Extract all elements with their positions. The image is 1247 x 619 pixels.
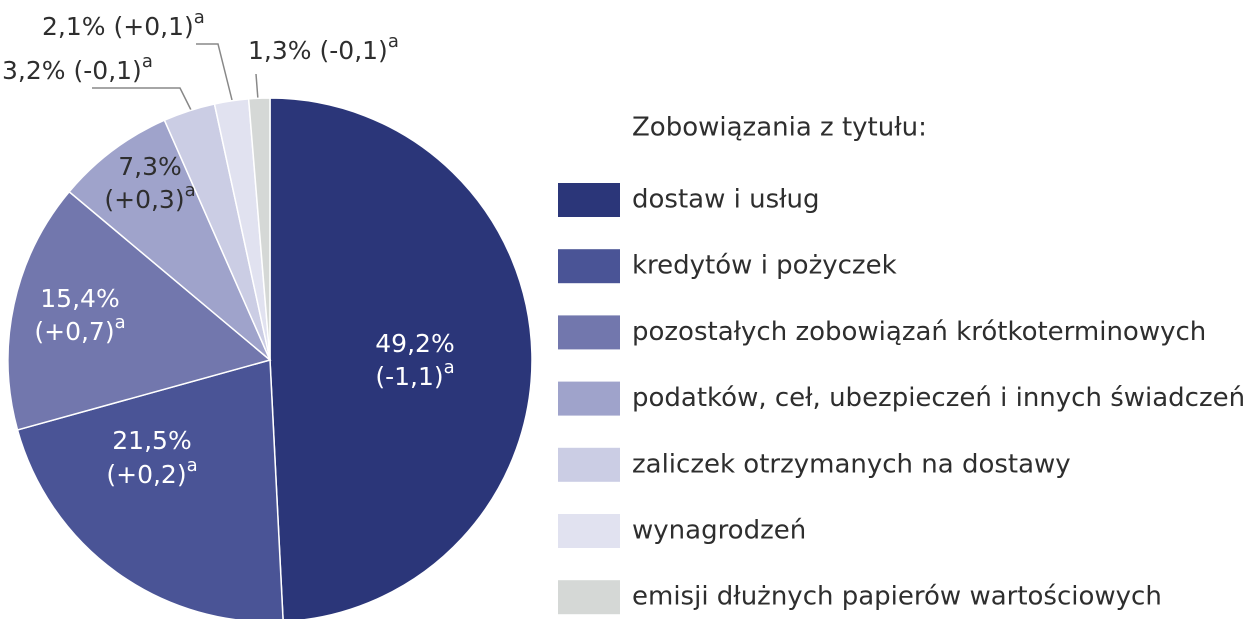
legend-label: kredytów i pożyczek — [632, 251, 897, 281]
data-label: (+0,2)a — [106, 455, 197, 489]
legend-swatch — [558, 183, 620, 217]
data-label: (+0,3)a — [104, 180, 195, 214]
change-label: (-0,1) — [320, 36, 388, 65]
note-marker: a — [142, 51, 153, 72]
data-label: 1,3% (-0,1)a — [248, 31, 399, 65]
leader-line — [196, 43, 233, 101]
change-label: (-1,1) — [375, 362, 443, 391]
data-label: 49,2% — [375, 329, 454, 358]
data-label: 3,2% (-0,1)a — [2, 51, 153, 85]
note-marker: a — [185, 180, 196, 201]
value-label: 3,2% — [2, 56, 66, 85]
legend-label: pozostałych zobowiązań krótkoterminowych — [632, 317, 1206, 347]
legend-title: Zobowiązania z tytułu: — [632, 113, 927, 143]
legend-swatch — [558, 514, 620, 548]
change-label: (-0,1) — [74, 56, 142, 85]
data-label: (-1,1)a — [375, 357, 454, 391]
legend-label: podatków, ceł, ubezpieczeń i innych świa… — [632, 383, 1245, 413]
data-label: 2,1% (+0,1)a — [42, 7, 205, 41]
legend-label: emisji dłużnych papierów wartościowych — [632, 582, 1162, 612]
value-label: 49,2% — [375, 329, 454, 358]
note-marker: a — [194, 7, 205, 28]
data-label: 15,4% — [40, 284, 119, 313]
legend-label: wynagrodzeń — [632, 516, 806, 546]
pie-slice — [247, 97, 271, 361]
value-label: 21,5% — [112, 426, 191, 455]
leader-line — [255, 73, 259, 101]
change-label: (+0,3) — [104, 185, 184, 214]
note-marker: a — [187, 455, 198, 476]
change-label: (+0,2) — [106, 460, 186, 489]
value-label: 7,3% — [118, 152, 182, 181]
data-label: 21,5% — [112, 426, 191, 455]
note-marker: a — [388, 31, 399, 52]
legend-swatch — [558, 580, 620, 615]
legend-swatch — [558, 381, 620, 416]
leader-line — [92, 87, 193, 113]
pie-slice — [7, 190, 272, 431]
value-label: 15,4% — [40, 284, 119, 313]
pie-slice — [68, 119, 271, 361]
leader-lines — [92, 43, 259, 113]
data-label: 7,3% — [118, 152, 182, 181]
pie-slice — [269, 97, 533, 619]
slices — [7, 97, 533, 619]
pie-slice — [16, 359, 284, 619]
value-label: 2,1% — [42, 12, 106, 41]
note-marker: a — [444, 357, 455, 378]
data-label: (+0,7)a — [34, 312, 125, 346]
legend-swatch — [558, 447, 620, 482]
change-label: (+0,7) — [34, 317, 114, 346]
legend-swatch — [558, 315, 620, 350]
change-label: (+0,1) — [114, 12, 194, 41]
legend-swatch — [558, 249, 620, 284]
legend-label: zaliczek otrzymanych na dostawy — [632, 449, 1071, 479]
note-marker: a — [115, 312, 126, 333]
legend-label: dostaw i usług — [632, 185, 820, 215]
value-label: 1,3% — [248, 36, 312, 65]
